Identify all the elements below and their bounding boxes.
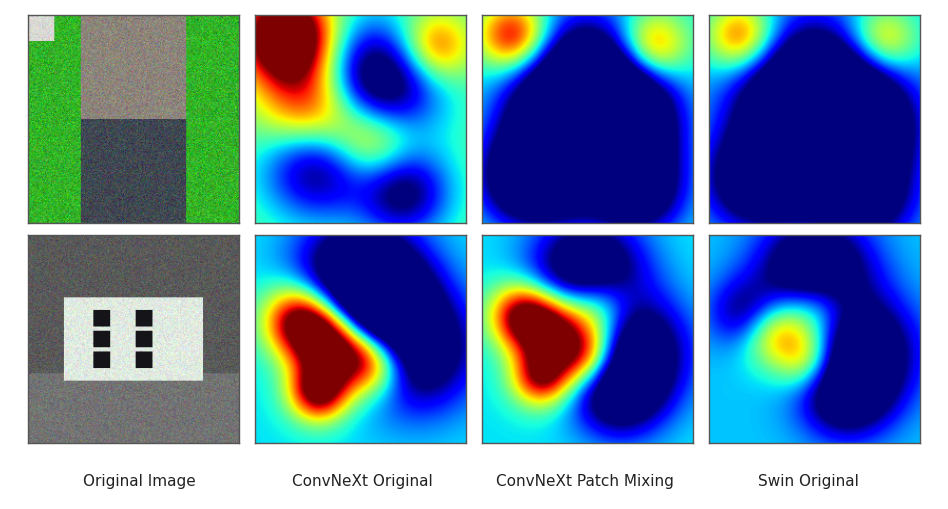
Text: Swin Original: Swin Original: [757, 474, 859, 489]
Text: Original Image: Original Image: [83, 474, 196, 489]
Text: ConvNeXt Original: ConvNeXt Original: [292, 474, 433, 489]
Text: ConvNeXt Patch Mixing: ConvNeXt Patch Mixing: [497, 474, 674, 489]
